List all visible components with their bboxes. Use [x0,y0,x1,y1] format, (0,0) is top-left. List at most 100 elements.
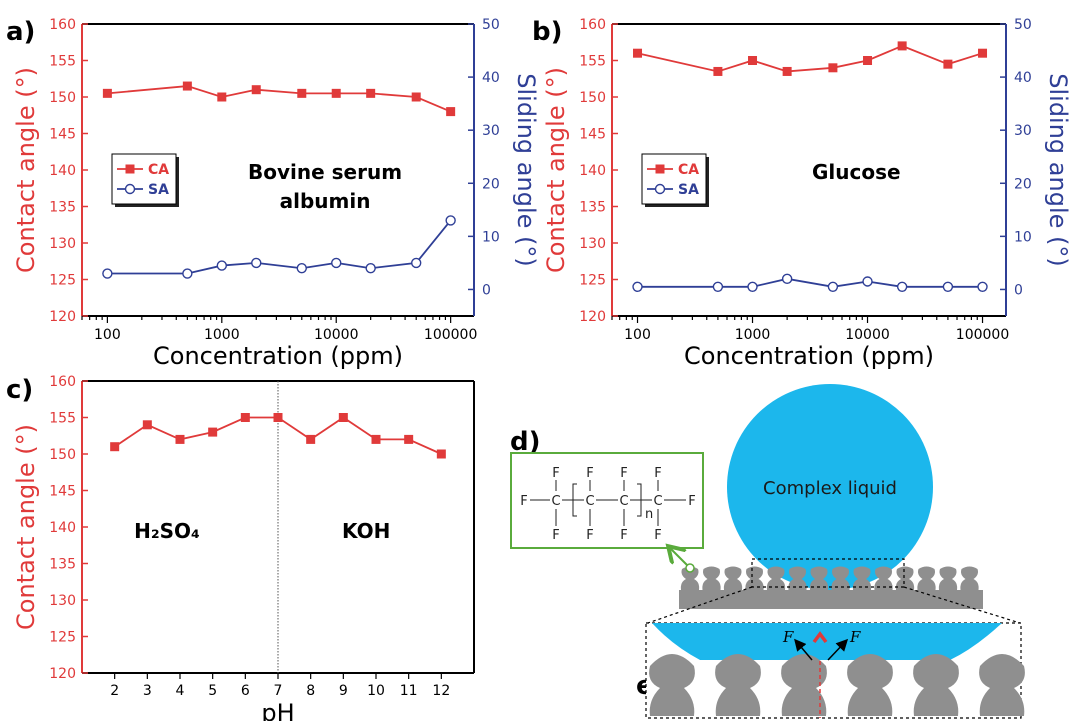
liquid-label: Complex liquid [763,478,897,499]
surface-bump [917,566,936,590]
ca-point [142,420,152,430]
zoom-pillar [847,654,893,716]
surface-base [679,590,983,609]
annotation-text: Glucose [812,160,901,184]
y2-tick-label: 40 [482,70,500,86]
surface-bumps [680,566,979,590]
chem-atom-f: F [654,528,661,543]
sa-point [747,281,758,292]
ca-point [782,66,792,76]
ca-point [182,81,192,91]
series-line-sa [107,219,452,275]
y2-tick-label: 20 [1014,176,1032,192]
legend-ca-label: CA [148,162,169,178]
x-tick-label: 9 [339,683,348,699]
x-tick-label: 100000 [956,327,1009,343]
x-axis-title: Concentration (ppm) [684,342,934,370]
sa-point [411,257,422,269]
y-tick-label: 155 [579,54,606,70]
force-arrow-right [827,638,849,661]
zoom-line-left [647,586,753,624]
y-tick-label: 125 [49,630,76,646]
chem-bracket-left [572,483,577,517]
legend-sa-marker [124,183,136,195]
y-tick-label: 120 [49,666,76,682]
series-line-sa [637,277,983,288]
y-tick-label: 140 [49,520,76,536]
sa-point [365,263,376,274]
ca-point [366,88,376,98]
ca-point [306,434,316,444]
sa-point [445,215,456,226]
ca-point [175,434,185,444]
chem-atom-c: C [551,494,560,509]
chem-atom-f: F [654,466,661,481]
ca-point [713,66,723,76]
legend-ca-label: CA [678,162,699,178]
ca-point [633,48,643,58]
zoom-line-right [903,586,1021,624]
y2-tick-label: 10 [482,229,500,245]
x-tick-label: 2 [110,683,119,699]
y-tick-label: 120 [49,309,76,325]
legend-ca-marker [655,164,665,174]
surface-bump [938,566,958,590]
zoom-pillar [649,654,695,716]
structure-pointer-origin [685,563,695,573]
x-tick-label: 4 [176,683,185,699]
x-tick-label: 10000 [845,327,890,343]
ca-point [943,59,953,69]
surface-bump [766,566,786,590]
zoom-pillar [781,654,827,716]
sa-point [182,268,193,279]
force-label-left: F [782,628,794,646]
y-tick-label: 145 [579,127,606,143]
annotation-text: Bovine serum [248,160,402,184]
x-tick-label: 1000 [735,327,771,343]
y-tick-label: 155 [49,54,76,70]
y2-tick-label: 30 [482,123,500,139]
legend-sa-label: SA [148,182,169,198]
ca-point [297,88,307,98]
zoom-pillar [979,654,1025,716]
y-tick-label: 130 [49,236,76,252]
y-tick-label: 130 [579,236,606,252]
y2-tick-label: 10 [1014,229,1032,245]
sa-point [896,281,908,292]
zoom-pillar [913,654,959,716]
ca-point [404,434,414,444]
legend-box [111,153,177,205]
chart-b: 120 125 130 135 140 145 150 155 160 0 10 20 30 40 50 10… [542,17,1069,370]
chem-atom-f: F [586,466,593,481]
y2-axis-title: Sliding angle (°) [512,73,540,267]
chem-atom-c: C [653,494,662,509]
sa-point [942,281,954,292]
x-tick-label: 3 [143,683,152,699]
sa-point [251,257,262,269]
ca-point [110,442,120,452]
zoom-pillars [649,654,1025,716]
y-tick-label: 140 [579,163,606,179]
x-tick-label: 100 [624,327,651,343]
chart-c: 120 125 130 135 140 145 150 155 160 2 3 4 5 6 7 8 9 10 11 1… [12,374,475,721]
sa-point [827,281,839,292]
y-tick-label: 160 [49,374,76,390]
chem-atom-f: F [520,494,527,509]
x-tick-label: 7 [274,683,283,699]
legend-box [641,153,707,205]
ca-point [828,63,838,73]
surface-bump [895,566,915,590]
chem-atom-f: F [688,494,695,509]
panel-label-a: a) [6,17,35,47]
y-tick-label: 120 [579,309,606,325]
ca-point [436,449,446,459]
y-axis-title: Contact angle (°) [12,424,40,630]
surface-bump [809,566,829,590]
upward-force-icon [812,631,828,644]
sa-point [331,257,342,269]
y-tick-label: 145 [49,484,76,500]
sa-point [977,281,988,292]
y-tick-label: 145 [49,127,76,143]
